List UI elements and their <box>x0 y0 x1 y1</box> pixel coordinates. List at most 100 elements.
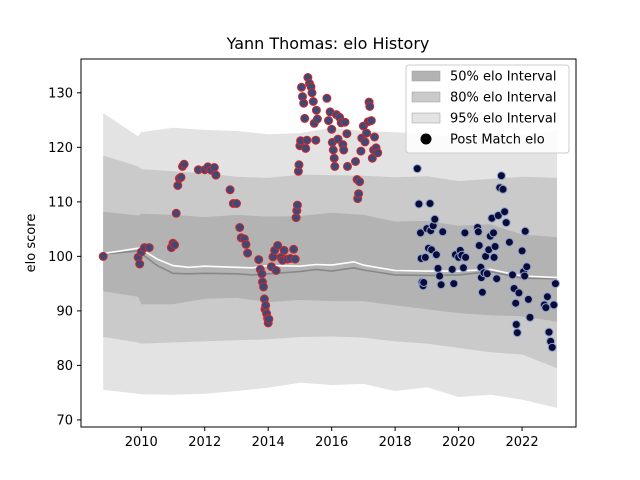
axes: 2010 2012 2014 2016 2018 2020 2022 70 80 90 100 110… <box>48 58 577 450</box>
data-point <box>438 227 448 237</box>
data-point <box>329 153 339 163</box>
data-point <box>366 116 376 126</box>
data-point <box>435 271 445 281</box>
data-point <box>474 241 484 250</box>
data-point <box>343 161 352 171</box>
y-tick-label: 130 <box>48 86 73 101</box>
data-point <box>355 177 365 187</box>
data-point <box>370 132 379 142</box>
data-point <box>273 241 283 250</box>
y-tick-label: 90 <box>56 304 73 319</box>
data-point <box>520 226 530 236</box>
y-tick-label: 110 <box>48 195 73 210</box>
data-point <box>517 246 527 256</box>
x-tick-label: 2020 <box>442 435 475 450</box>
data-point <box>259 282 268 292</box>
legend-swatch <box>411 70 441 82</box>
legend-label: 50% elo Interval <box>450 70 557 85</box>
data-point <box>362 128 372 138</box>
data-point <box>144 243 154 253</box>
data-point <box>419 278 429 287</box>
data-point <box>501 218 511 228</box>
data-point <box>482 269 492 279</box>
data-point <box>328 145 338 155</box>
y-tick-label: 120 <box>48 141 73 156</box>
plot-frame <box>80 58 577 428</box>
data-point <box>243 248 253 258</box>
data-point <box>307 88 317 98</box>
data-point <box>412 164 422 174</box>
data-point <box>232 199 241 208</box>
data-point <box>324 116 333 126</box>
data-point <box>525 312 535 322</box>
data-point <box>425 199 435 208</box>
data-point <box>271 266 281 275</box>
data-point <box>490 242 500 251</box>
data-point <box>430 214 440 224</box>
legend: 50% elo Interval 80% elo Interval 95% elo … <box>405 64 570 154</box>
data-point <box>550 279 560 289</box>
median-line <box>103 250 558 280</box>
data-point <box>420 252 430 262</box>
trend-lines <box>103 247 558 280</box>
data-point <box>549 300 559 310</box>
data-point <box>522 262 532 272</box>
data-point <box>414 199 424 209</box>
data-point <box>508 270 517 280</box>
data-point <box>340 117 350 127</box>
data-point <box>299 98 309 108</box>
legend-marker <box>420 133 432 145</box>
legend-swatch <box>411 112 441 124</box>
x-tick-label: 2018 <box>379 435 412 450</box>
data-point <box>322 93 332 103</box>
data-point <box>498 184 508 194</box>
data-point <box>542 292 552 302</box>
data-point <box>179 159 189 169</box>
y-tick-label: 100 <box>48 250 73 265</box>
data-point <box>302 135 312 145</box>
data-point <box>170 240 180 250</box>
data-point <box>98 251 108 261</box>
data-point <box>301 143 311 153</box>
data-point <box>496 171 506 181</box>
data-point <box>373 148 383 158</box>
data-point <box>431 250 441 260</box>
data-point <box>436 280 446 290</box>
data-point <box>311 105 321 115</box>
data-point <box>492 274 502 284</box>
x-tick-label: 2012 <box>188 435 221 450</box>
x-tick-label: 2022 <box>506 435 539 450</box>
data-point <box>514 288 524 298</box>
data-point <box>308 97 318 106</box>
data-point <box>520 271 530 281</box>
y-tick-label: 70 <box>56 413 73 428</box>
data-point <box>500 207 510 217</box>
data-point <box>547 342 557 352</box>
legend-label: 95% elo Interval <box>450 112 557 127</box>
data-point <box>297 82 306 92</box>
data-point <box>289 244 299 254</box>
data-point <box>461 252 471 262</box>
legend-swatch <box>411 91 441 103</box>
data-point <box>330 161 340 171</box>
y-axis-label: elo score <box>24 214 39 273</box>
data-point <box>477 287 487 297</box>
data-point <box>342 129 352 139</box>
data-point <box>360 137 370 147</box>
data-point <box>294 160 304 170</box>
data-point <box>300 113 310 123</box>
chart-title: Yann Thomas: elo History <box>226 34 430 53</box>
x-tick-label: 2010 <box>125 435 158 450</box>
data-point <box>290 254 300 264</box>
data-point <box>171 208 181 218</box>
interval-bands <box>103 113 557 408</box>
data-point <box>279 245 289 255</box>
data-point <box>261 300 271 310</box>
post-match-points <box>98 73 560 352</box>
data-point <box>356 146 366 156</box>
data-point <box>460 228 470 238</box>
data-point <box>339 145 349 155</box>
data-point <box>511 298 521 308</box>
data-point <box>135 259 145 269</box>
